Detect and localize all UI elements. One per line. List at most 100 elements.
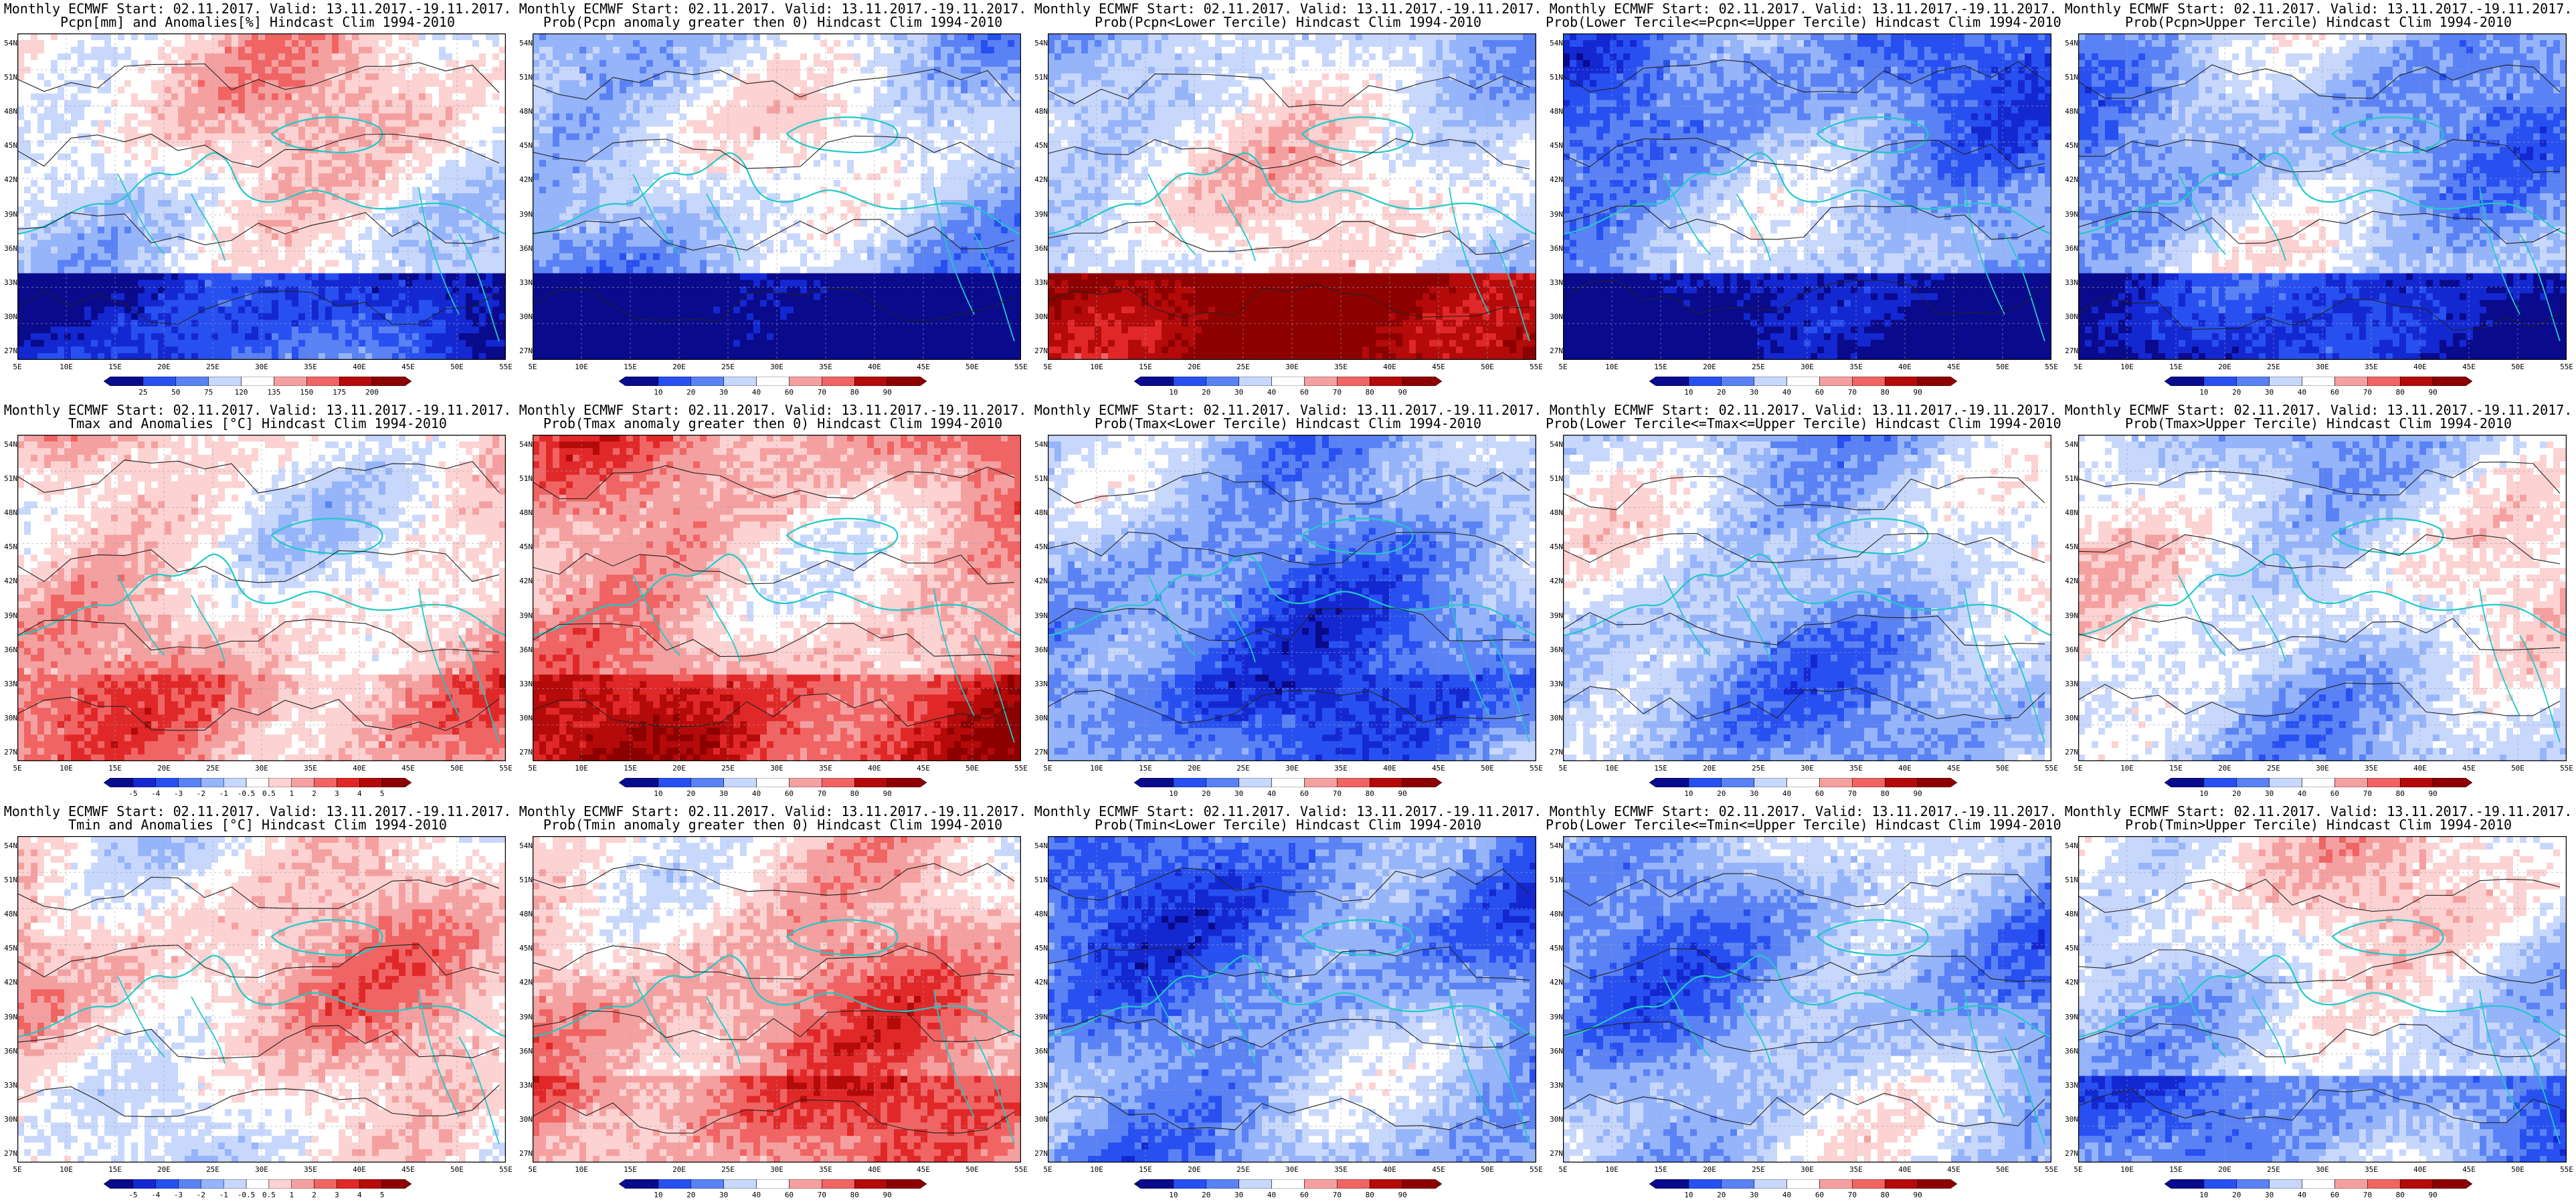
lat-tick-label: 39N	[2062, 210, 2078, 219]
lon-tick-label: 25E	[1752, 764, 1765, 773]
contour-line	[1047, 607, 1530, 641]
colorbar-label: 30	[2265, 789, 2274, 798]
lat-tick-label: 27N	[517, 346, 533, 355]
lat-tick-label: 36N	[1547, 244, 1563, 253]
panel-title-line2: Prob(Lower Tercile<=Tmin<=Upper Tercile)…	[1546, 817, 2061, 832]
lon-tick-label: 30E	[770, 1165, 784, 1174]
map-area	[532, 33, 1022, 361]
lon-tick-label: 40E	[2413, 764, 2427, 773]
contour-line	[1562, 532, 2045, 563]
colorbar-label: 70	[1848, 789, 1857, 798]
colorbar-label: 60	[1300, 388, 1309, 397]
lat-tick-label: 27N	[1032, 346, 1048, 355]
colorbar-label: 90	[883, 388, 891, 397]
coastline	[1047, 955, 1537, 1038]
lat-tick-label: 36N	[1547, 1047, 1563, 1056]
lon-tick-label: 25E	[2267, 764, 2280, 773]
panel-title-line1: Monthly ECMWF Start: 02.11.2017. Valid: …	[1546, 1, 2061, 16]
contour-line	[17, 876, 500, 911]
map-field	[17, 835, 507, 1163]
lon-tick-label: 55E	[2560, 1165, 2573, 1174]
colorbar-wrap	[1133, 376, 1443, 387]
lon-tick-label: 30E	[1801, 363, 1814, 371]
colorbar-wrap	[1649, 777, 1958, 788]
colorbar-label: 60	[785, 1191, 794, 1199]
lon-tick-label: 55E	[2045, 764, 2058, 773]
contour-line	[1562, 476, 2045, 510]
lon-tick-label: 55E	[2045, 1165, 2058, 1174]
contour-line	[1562, 1019, 2045, 1053]
lon-tick-label: 25E	[2267, 1165, 2280, 1174]
lat-tick-label: 51N	[517, 876, 533, 884]
colorbar-label: 20	[686, 789, 695, 798]
colorbar-label: 10	[654, 1191, 662, 1199]
lon-tick-label: 40E	[353, 363, 366, 371]
lon-tick-label: 40E	[2413, 363, 2427, 371]
lon-tick-label: 10E	[575, 363, 588, 371]
contour-line	[1047, 138, 1530, 170]
lat-tick-label: 45N	[1, 141, 17, 150]
colorbar	[618, 777, 927, 788]
colorbar-wrap	[103, 1179, 412, 1189]
contour-line	[17, 460, 500, 494]
lat-tick-label: 54N	[517, 39, 533, 47]
colorbar-label: 80	[2396, 1191, 2405, 1199]
colorbar-wrap	[618, 1179, 927, 1189]
colorbar-label: 20	[2232, 789, 2241, 798]
coastline	[532, 152, 1022, 235]
lat-tick-label: 45N	[2062, 542, 2078, 551]
lat-tick-label: 33N	[2062, 1081, 2078, 1090]
panel-title-line2: Prob(Tmax anomaly greater then 0) Hindca…	[515, 416, 1030, 431]
lat-tick-label: 33N	[1, 278, 17, 287]
lat-tick-label: 33N	[1032, 278, 1048, 287]
lon-tick-label: 30E	[255, 363, 268, 371]
lon-tick-label: 45E	[1432, 363, 1445, 371]
lon-tick-label: 40E	[868, 363, 881, 371]
colorbar-label: 90	[1913, 1191, 1922, 1199]
lon-tick-label: 10E	[2120, 1165, 2134, 1174]
map-field	[1047, 434, 1537, 762]
black-sea-coast	[270, 919, 383, 957]
colorbar-wrap	[1133, 1179, 1443, 1189]
lon-tick-label: 25E	[1752, 363, 1765, 371]
colorbar-label: 30	[2265, 388, 2274, 397]
lon-tick-label: 10E	[1605, 1165, 1619, 1174]
lon-tick-label: 55E	[1014, 363, 1028, 371]
coastline	[1562, 955, 2052, 1038]
lat-tick-label: 39N	[1547, 611, 1563, 620]
colorbar	[1649, 777, 1958, 788]
lon-tick-label: 45E	[401, 363, 415, 371]
map-frame	[2078, 835, 2567, 1163]
lat-tick-label: 33N	[517, 1081, 533, 1090]
lat-tick-label: 33N	[2062, 680, 2078, 688]
lon-tick-label: 10E	[575, 1165, 588, 1174]
colorbar-label: 10	[654, 789, 662, 798]
colorbar-label: 3	[335, 789, 339, 798]
map-field	[17, 434, 507, 762]
lat-tick-label: 45N	[1032, 542, 1048, 551]
lon-tick-label: 25E	[1236, 1165, 1250, 1174]
lat-tick-label: 54N	[1032, 39, 1048, 47]
lon-tick-label: 55E	[2560, 363, 2573, 371]
colorbar	[103, 777, 412, 788]
lon-tick-label: 50E	[2511, 363, 2524, 371]
colorbar	[103, 376, 412, 387]
colorbar-label: 90	[1398, 789, 1406, 798]
lon-tick-label: 15E	[1139, 1165, 1152, 1174]
colorbar-label: -1	[219, 1191, 228, 1199]
contour-line	[532, 288, 1015, 322]
map-panel-tmax-prob-gt0: Monthly ECMWF Start: 02.11.2017. Valid: …	[515, 401, 1030, 803]
lon-tick-label: 40E	[353, 1165, 366, 1174]
lat-tick-label: 36N	[1032, 1047, 1048, 1056]
black-sea-coast	[1301, 518, 1414, 555]
lon-tick-label: 55E	[499, 764, 513, 773]
colorbar-label: 30	[1750, 789, 1758, 798]
lat-tick-label: 30N	[2062, 714, 2078, 722]
contour-line	[17, 1084, 500, 1117]
lon-tick-label: 5E	[2074, 363, 2082, 371]
colorbar-label: 60	[1300, 1191, 1309, 1199]
map-area	[1047, 835, 1537, 1163]
contour-line	[1562, 612, 2045, 647]
map-frame	[1047, 33, 1537, 361]
colorbar-label: 30	[1234, 789, 1243, 798]
